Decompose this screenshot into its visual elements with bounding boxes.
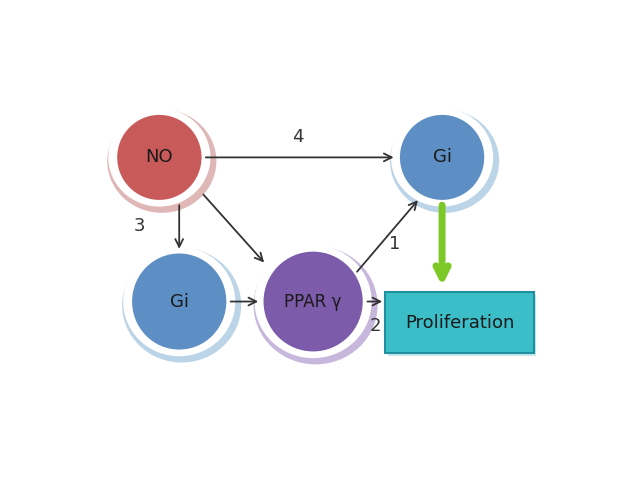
- Text: 4: 4: [292, 128, 304, 146]
- Text: 3: 3: [134, 217, 145, 235]
- Ellipse shape: [123, 247, 236, 356]
- Ellipse shape: [400, 115, 484, 200]
- Ellipse shape: [264, 252, 363, 351]
- Text: Gi: Gi: [170, 292, 189, 311]
- Ellipse shape: [117, 115, 202, 200]
- Ellipse shape: [253, 246, 378, 364]
- Text: NO: NO: [145, 148, 173, 167]
- FancyBboxPatch shape: [385, 292, 534, 353]
- Text: PPAR γ: PPAR γ: [284, 292, 342, 311]
- FancyBboxPatch shape: [388, 295, 536, 356]
- Ellipse shape: [391, 108, 493, 206]
- Text: Gi: Gi: [433, 148, 452, 167]
- Ellipse shape: [108, 109, 216, 213]
- Ellipse shape: [122, 248, 241, 362]
- Ellipse shape: [108, 108, 211, 206]
- Ellipse shape: [132, 253, 227, 349]
- Text: 1: 1: [389, 235, 401, 253]
- Text: Proliferation: Proliferation: [404, 314, 514, 332]
- Text: 2: 2: [369, 317, 381, 335]
- Ellipse shape: [255, 245, 372, 358]
- Ellipse shape: [390, 109, 499, 213]
